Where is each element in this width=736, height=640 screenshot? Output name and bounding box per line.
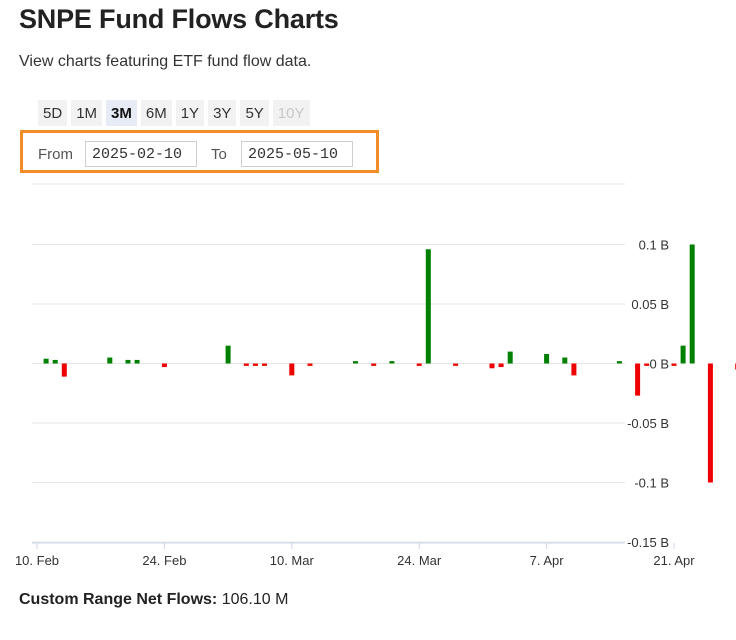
flow-bar bbox=[371, 363, 377, 366]
flow-bar bbox=[635, 363, 641, 396]
x-tick-label: 10. Feb bbox=[15, 553, 59, 568]
page-subtitle: View charts featuring ETF fund flow data… bbox=[19, 53, 312, 70]
flow-bar bbox=[416, 363, 422, 366]
flow-bar bbox=[134, 359, 140, 364]
flow-bar bbox=[544, 353, 550, 364]
range-button-3m[interactable]: 3M bbox=[106, 100, 137, 126]
net-flows-summary: Custom Range Net Flows: 106.10 M bbox=[19, 591, 288, 609]
flow-bar bbox=[243, 363, 249, 366]
x-tick-label: 7. Apr bbox=[530, 553, 565, 568]
flow-bar bbox=[161, 363, 167, 368]
flow-bar bbox=[307, 363, 313, 366]
range-button-1m[interactable]: 1M bbox=[71, 100, 103, 126]
y-tick-label: -0.05 B bbox=[627, 416, 669, 431]
range-button-6m[interactable]: 6M bbox=[140, 100, 172, 126]
flow-bar bbox=[616, 361, 622, 364]
y-tick-label: 0.05 B bbox=[631, 297, 669, 312]
flow-bar bbox=[289, 363, 295, 376]
range-button-5y[interactable]: 5Y bbox=[240, 100, 269, 126]
net-flows-label: Custom Range Net Flows: bbox=[19, 591, 218, 608]
to-label: To bbox=[211, 146, 227, 163]
date-range-box: From To bbox=[20, 130, 379, 173]
flow-bar bbox=[107, 357, 113, 364]
flow-bar bbox=[562, 357, 568, 364]
flow-bar bbox=[252, 363, 258, 366]
flow-bar bbox=[498, 363, 504, 368]
flow-bar bbox=[507, 351, 513, 364]
x-tick-label: 21. Apr bbox=[653, 553, 695, 568]
from-date-input[interactable] bbox=[85, 141, 197, 167]
x-tick-label: 24. Mar bbox=[397, 553, 442, 568]
x-tick-label: 24. Feb bbox=[142, 553, 186, 568]
y-tick-label: -0.15 B bbox=[627, 535, 669, 550]
x-tick-label: 10. Mar bbox=[270, 553, 315, 568]
range-button-10y: 10Y bbox=[272, 100, 310, 126]
flow-bar bbox=[671, 363, 677, 366]
range-selector: 5D 1M 3M 6M 1Y 3Y 5Y 10Y bbox=[38, 100, 310, 126]
y-tick-label: 0.1 B bbox=[639, 238, 669, 253]
flow-bar bbox=[644, 363, 650, 366]
flow-bar bbox=[262, 363, 267, 366]
flow-bar bbox=[61, 363, 67, 377]
flow-bar bbox=[52, 359, 58, 364]
page-title: SNPE Fund Flows Charts bbox=[19, 4, 339, 34]
flow-bar bbox=[571, 363, 577, 376]
to-date-input[interactable] bbox=[241, 141, 353, 167]
flow-bar bbox=[680, 345, 686, 364]
bars-layer bbox=[43, 244, 736, 483]
grid-layer: 0.1 B 0.05 B 0 B -0.05 B -0.1 B -0.15 B bbox=[32, 183, 669, 550]
flow-bar bbox=[125, 359, 131, 364]
net-flows-value: 106.10 M bbox=[221, 591, 289, 608]
axis-layer: 10. Feb 24. Feb 10. Mar 24. Mar 7. Apr 21. Ap… bbox=[15, 542, 695, 568]
from-label: From bbox=[38, 146, 73, 163]
flow-bar bbox=[689, 244, 695, 364]
flow-bar bbox=[43, 358, 49, 364]
flow-bar bbox=[425, 249, 431, 364]
flow-bar bbox=[353, 361, 358, 364]
flow-bar bbox=[453, 363, 459, 366]
flow-bar bbox=[389, 361, 395, 364]
y-tick-label: -0.1 B bbox=[634, 476, 669, 491]
flow-bar bbox=[707, 363, 713, 483]
range-button-5d[interactable]: 5D bbox=[38, 100, 68, 126]
range-button-1y[interactable]: 1Y bbox=[175, 100, 205, 126]
flow-bar bbox=[489, 363, 495, 369]
y-tick-label: 0 B bbox=[649, 357, 669, 372]
range-button-3y[interactable]: 3Y bbox=[208, 100, 237, 126]
flow-bar bbox=[225, 345, 231, 364]
